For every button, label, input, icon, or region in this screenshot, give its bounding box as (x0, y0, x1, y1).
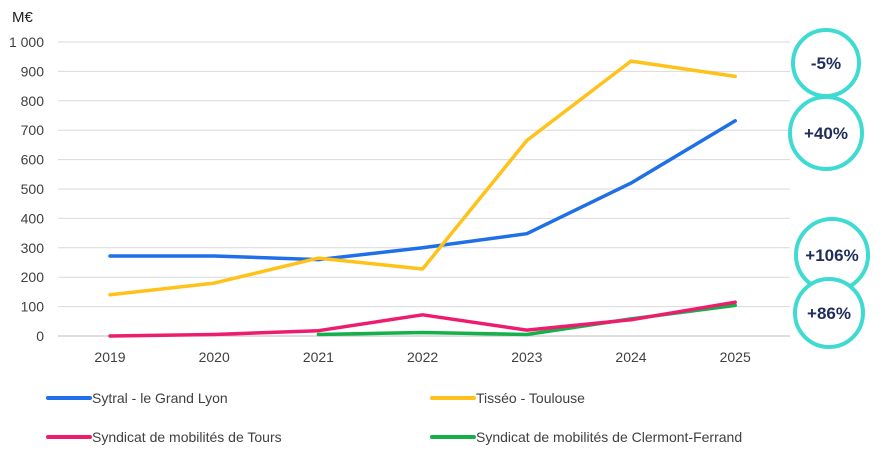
legend-label: Sytral - le Grand Lyon (92, 390, 228, 406)
y-tick-label: 200 (21, 269, 45, 285)
y-tick-label: 400 (21, 210, 45, 226)
y-axis-unit: M€ (12, 9, 33, 26)
y-tick-label: 100 (21, 299, 45, 315)
x-tick-label: 2019 (94, 349, 125, 365)
gridlines (58, 41, 790, 337)
badge-label: -5% (811, 54, 841, 73)
x-axis-ticks: 2019 2020 2021 2022 2023 2024 2025 (94, 349, 751, 365)
legend-label: Syndicat de mobilités de Tours (92, 429, 282, 445)
growth-badge: +40% (788, 95, 864, 171)
badge-circle (788, 95, 864, 171)
badge-label: +40% (804, 124, 848, 143)
series-line-2 (108, 300, 737, 338)
badge-label: +106% (805, 246, 858, 265)
series-line-0 (108, 119, 737, 262)
y-tick-label: 600 (21, 152, 45, 168)
legend-label: Syndicat de mobilités de Clermont-Ferran… (476, 429, 742, 445)
growth-badge: -5% (791, 28, 861, 98)
series-line-1 (108, 59, 737, 297)
y-axis-ticks: 0 100 200 300 400 500 600 700 800 900 1 000 (9, 34, 44, 344)
growth-badge: +86% (793, 277, 865, 349)
badge-label: +86% (807, 304, 851, 323)
y-tick-label: 0 (36, 328, 44, 344)
y-tick-label: 900 (21, 63, 45, 79)
legend-item: Tisséo - Toulouse (430, 390, 585, 406)
growth-badges: -5% +40% +106% +86% (788, 28, 870, 349)
legend-item: Syndicat de mobilités de Tours (46, 429, 282, 445)
y-tick-label: 1 000 (9, 34, 44, 50)
x-tick-label: 2021 (303, 349, 334, 365)
y-tick-label: 500 (21, 181, 45, 197)
legend-label: Tisséo - Toulouse (476, 390, 585, 406)
legend-item: Syndicat de mobilités de Clermont-Ferran… (430, 429, 742, 445)
legend: Sytral - le Grand Lyon Tisséo - Toulouse S… (46, 390, 742, 445)
x-tick-label: 2024 (615, 349, 646, 365)
badge-circle (793, 277, 865, 349)
y-tick-label: 800 (21, 93, 45, 109)
y-tick-label: 300 (21, 240, 45, 256)
y-tick-label: 700 (21, 122, 45, 138)
x-tick-label: 2022 (407, 349, 438, 365)
legend-item: Sytral - le Grand Lyon (46, 390, 228, 406)
x-tick-label: 2025 (720, 349, 751, 365)
series-lines (108, 59, 737, 338)
x-tick-label: 2020 (199, 349, 230, 365)
x-tick-label: 2023 (511, 349, 542, 365)
